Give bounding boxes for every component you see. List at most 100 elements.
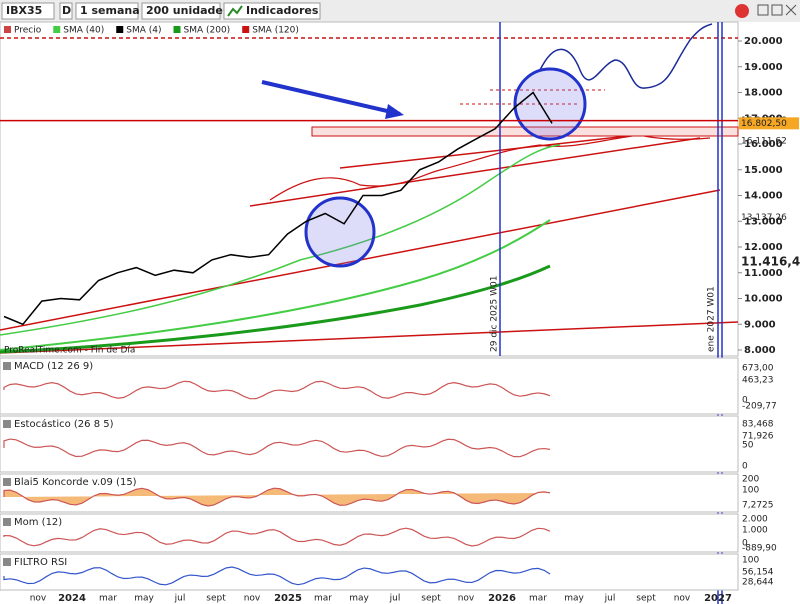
arrow-head (385, 104, 404, 119)
legend-item: SMA (200) (184, 26, 231, 36)
marker-label: 13.137,26 (741, 213, 787, 223)
panel-axis-label: 83,468 (742, 420, 774, 430)
panel-axis-label: 28,644 (742, 578, 774, 588)
y-tick-label: 14.000 (744, 191, 783, 202)
panel-axis-label: 0 (742, 462, 748, 472)
x-tick-label: 2026 (488, 593, 516, 604)
legend-item: SMA (120) (252, 26, 299, 36)
x-tick-label: 2025 (274, 593, 302, 604)
indicator-panel (0, 513, 739, 553)
panel-axis-label: 50 (742, 441, 754, 451)
x-tick-label: sept (421, 594, 441, 604)
symbol[interactable]: IBX35 (6, 4, 42, 17)
x-tick-label: mar (99, 594, 117, 604)
indicators[interactable]: Indicadores (246, 4, 319, 17)
period-box[interactable] (75, 2, 139, 20)
x-tick-label: 2024 (58, 593, 86, 604)
indicator-panel (0, 473, 739, 513)
panel-title: Mom (12) (14, 517, 62, 528)
price-line (3, 91, 553, 326)
indicators-box[interactable] (223, 2, 321, 20)
refresh-icon[interactable] (735, 4, 749, 18)
y-tick-label: 15.000 (744, 165, 783, 176)
legend-swatch (173, 26, 181, 33)
legend-item: SMA (4) (126, 26, 161, 36)
date-line-label: ene 2027 W01 (707, 286, 717, 352)
panel-axis-label: 2.000 (742, 515, 768, 525)
x-tick-label: mar (529, 594, 547, 604)
y-tick-label: 16.000 (744, 139, 783, 150)
x-tick-label: 2027 (704, 593, 732, 604)
indicator-line (3, 487, 551, 507)
symbol-box[interactable] (1, 2, 55, 20)
y-tick-label: 8.000 (744, 345, 776, 356)
panel-axis-label: 673,00 (742, 364, 774, 374)
y-tick-label: 10.000 (744, 294, 783, 305)
marker-box (739, 117, 799, 130)
trend-line (249, 137, 701, 207)
highlight-circle (513, 67, 587, 141)
indicator-line (3, 438, 551, 458)
date-line-label: 29 dic 2025 W01 (490, 276, 500, 352)
y-tick-label: 18.000 (744, 88, 783, 99)
legend-item: SMA (40) (63, 26, 104, 36)
panel-axis-label: 463,23 (742, 376, 774, 386)
panel-axis-label: 0 (742, 539, 748, 549)
indicator-panel (0, 415, 739, 473)
mode[interactable]: D (62, 4, 71, 17)
legend-item: Precio (14, 26, 42, 36)
panel-icon (3, 478, 11, 486)
highlight-circle (304, 196, 376, 268)
units-box[interactable] (141, 2, 221, 20)
x-tick-label: jul (174, 594, 186, 604)
indicator-line (3, 566, 551, 586)
panel-icon (3, 362, 11, 370)
period[interactable]: 1 semana (80, 4, 140, 17)
panel-title: Estocástico (26 8 5) (14, 418, 114, 430)
panel-axis-label: 7,2725 (742, 501, 774, 511)
x-tick-label: nov (30, 594, 47, 604)
panel-axis-label: -209,77 (742, 402, 777, 412)
panel-title: Blai5 Koncorde v.09 (15) (14, 477, 137, 488)
y-tick-label: 13.000 (744, 216, 783, 227)
x-tick-label: may (349, 594, 369, 604)
units[interactable]: 200 unidades (146, 4, 230, 17)
indicators-icon (227, 5, 243, 17)
marker-label: 16.802,50 (741, 119, 787, 129)
arrow (261, 80, 401, 116)
panel-icon (3, 558, 11, 566)
y-tick-label: 20.000 (744, 36, 783, 47)
minimize-button[interactable] (757, 4, 769, 16)
legend-swatch (4, 26, 11, 33)
panel-icon (3, 518, 11, 526)
legend-swatch (242, 26, 250, 33)
close-button[interactable] (785, 4, 797, 16)
marker-label: 11.416,44 (741, 255, 800, 269)
sma-120b (0, 219, 551, 351)
legend-swatch (116, 26, 124, 33)
maximize-button[interactable] (771, 4, 783, 16)
y-tick-label: 11.000 (744, 268, 783, 279)
panel-axis-label: 100 (742, 556, 759, 566)
x-tick-label: may (134, 594, 154, 604)
y-tick-label: 19.000 (744, 62, 783, 73)
y-tick-label: 9.000 (744, 319, 776, 330)
source-label: ProRealTime.com - Fin de Día (4, 346, 135, 356)
x-tick-label: mar (314, 594, 332, 604)
panel-axis-label: 71,926 (742, 432, 774, 442)
sma-40 (0, 144, 561, 336)
panel-title: FILTRO RSI (14, 557, 67, 568)
y-tick-label: 12.000 (744, 242, 783, 253)
panel-title: MACD (12 26 9) (14, 361, 93, 372)
panel-axis-label: 0 (742, 396, 748, 406)
x-tick-label: sept (636, 594, 656, 604)
sma-200 (0, 264, 551, 354)
legend-swatch (53, 26, 61, 33)
indicator-line (3, 527, 551, 547)
mode-box[interactable] (59, 2, 73, 20)
x-tick-label: sept (206, 594, 226, 604)
x-tick-label: nov (674, 594, 691, 604)
x-tick-label: nov (244, 594, 261, 604)
panel-icon (3, 420, 11, 428)
